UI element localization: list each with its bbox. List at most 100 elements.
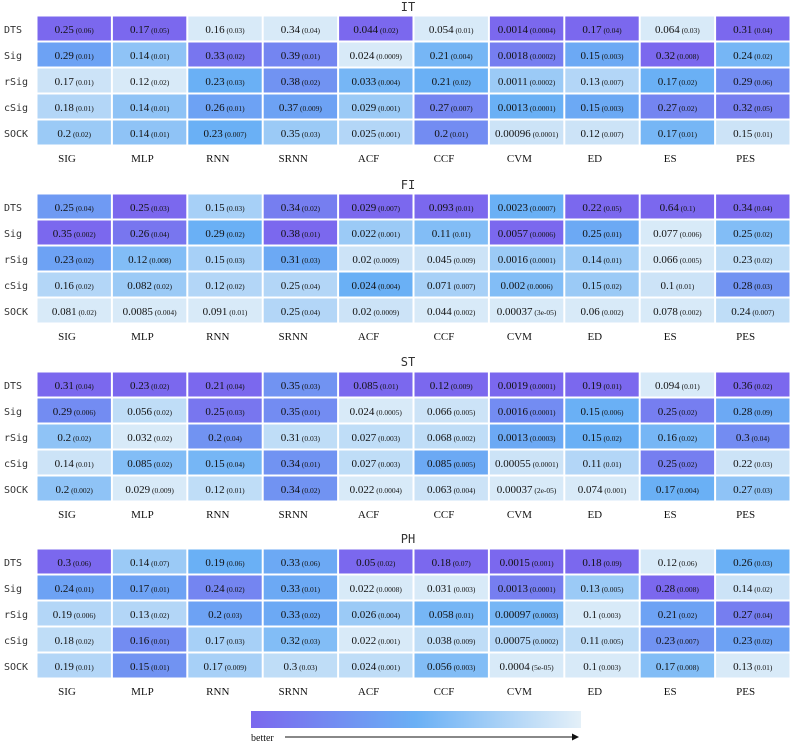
cell-value: 0.31 <box>281 254 300 266</box>
cell-label: 0.0016 (0.0001) <box>498 406 556 418</box>
cell-label: 0.2 (0.02) <box>57 432 91 444</box>
cell-error: (0.002) <box>452 434 476 443</box>
cell-label: 0.32 (0.008) <box>656 50 699 62</box>
cell-error: (0.008) <box>675 585 699 594</box>
cell-value: 0.0013 <box>498 583 529 595</box>
heatmap-cell <box>111 219 188 246</box>
heatmap-cell <box>111 67 188 94</box>
heatmap-cell <box>413 41 489 68</box>
cell-label: 0.33 (0.02) <box>205 50 245 62</box>
cell-label: 0.15 (0.003) <box>581 102 624 114</box>
cell-error: (0.01) <box>74 52 94 61</box>
heatmap-cell <box>338 15 414 42</box>
cell-value: 0.085 <box>127 458 152 470</box>
cell-value: 0.022 <box>350 484 375 496</box>
cell-error: (0.03) <box>225 26 245 35</box>
cell-error: (0.01) <box>454 204 474 213</box>
cell-label: 0.15 (0.04) <box>205 458 245 470</box>
heatmap-cell <box>187 423 263 450</box>
cell-label: 0.054 (0.01) <box>429 24 474 36</box>
cell-value: 0.0015 <box>500 557 531 569</box>
cell-label: 0.11 (0.01) <box>583 458 622 470</box>
cell-error: (0.02) <box>677 104 697 113</box>
column-label: MLP <box>131 331 154 343</box>
column-label: CVM <box>507 509 532 521</box>
cell-label: 0.28 (0.008) <box>656 583 699 595</box>
column-label: SRNN <box>279 509 308 521</box>
heatmap-cell <box>338 119 414 146</box>
heatmap-cell <box>187 67 263 94</box>
cell-error: (0.02) <box>752 637 772 646</box>
heatmap-cell <box>338 219 414 246</box>
heatmap-cell <box>262 219 339 246</box>
cell-error: (0.01) <box>227 308 247 317</box>
cell-error: (0.01) <box>674 282 694 291</box>
cell-error: (0.008) <box>147 256 171 265</box>
cell-value: 0.091 <box>203 306 228 318</box>
heatmap-cell <box>111 652 188 679</box>
cell-error: (0.02) <box>602 434 622 443</box>
column-label: CVM <box>507 331 532 343</box>
heatmap-cell <box>413 600 489 627</box>
heatmap-cell <box>564 219 640 246</box>
column-label: ACF <box>358 331 379 343</box>
cell-error: (0.06) <box>71 559 91 568</box>
heatmap-cell <box>262 626 339 653</box>
heatmap-cell <box>187 41 263 68</box>
cell-value: 0.27 <box>430 102 450 114</box>
cell-error: (0.005) <box>452 408 476 417</box>
heatmap-cell <box>639 600 716 627</box>
cell-label: 0.23 (0.02) <box>55 254 95 266</box>
column-label: MLP <box>131 509 154 521</box>
heatmap-cell <box>413 423 489 450</box>
heatmap-cell <box>36 193 112 220</box>
cell-label: 0.21 (0.02) <box>432 76 472 88</box>
column-label: CCF <box>434 331 455 343</box>
cell-label: 0.31 (0.04) <box>733 24 773 36</box>
cell-value: 0.25 <box>658 406 678 418</box>
cell-value: 0.02 <box>352 306 371 318</box>
cell-label: 0.17 (0.01) <box>130 583 170 595</box>
cell-label: 0.056 (0.02) <box>127 406 172 418</box>
cell-label: 0.02 (0.0009) <box>352 306 399 318</box>
cell-value: 0.00055 <box>495 458 531 470</box>
heatmap-cell <box>36 449 112 476</box>
cell-label: 0.077 (0.006) <box>653 228 702 240</box>
heatmap-cell <box>413 93 489 120</box>
cell-error: (0.0002) <box>528 78 556 87</box>
cell-label: 0.064 (0.03) <box>655 24 700 36</box>
heatmap-cell <box>639 41 716 68</box>
heatmap-cell <box>338 548 414 575</box>
cell-error: (0.01) <box>601 460 621 469</box>
cell-error: (0.01) <box>149 637 169 646</box>
cell-error: (0.04) <box>752 204 772 213</box>
cell-value: 0.05 <box>356 557 376 569</box>
heatmap-cell <box>111 449 188 476</box>
cell-error: (0.0001) <box>528 104 556 113</box>
cell-error: (0.01) <box>74 460 94 469</box>
column-label: ED <box>587 153 602 165</box>
cell-value: 0.14 <box>130 102 150 114</box>
cell-error: (0.07) <box>149 559 169 568</box>
cell-label: 0.27 (0.02) <box>658 102 698 114</box>
cell-label: 0.34 (0.04) <box>733 202 773 214</box>
heatmap-cell <box>262 574 339 601</box>
cell-error: (0.0006) <box>528 230 556 239</box>
cell-label: 0.044 (0.02) <box>353 24 398 36</box>
cell-label: 0.15 (0.006) <box>581 406 624 418</box>
cell-error: (0.007) <box>223 130 247 139</box>
column-label: RNN <box>206 331 229 343</box>
heatmap-cell <box>338 475 414 502</box>
cell-error: (0.04) <box>300 26 320 35</box>
cell-error: (0.0001) <box>528 585 556 594</box>
cell-label: 0.29 (0.01) <box>55 50 95 62</box>
cell-value: 0.23 <box>733 254 753 266</box>
cell-label: 0.027 (0.003) <box>352 432 401 444</box>
cell-value: 0.044 <box>427 306 452 318</box>
cell-error: (0.03) <box>225 204 245 213</box>
cell-label: 0.23 (0.02) <box>733 635 773 647</box>
cell-error: (0.06) <box>300 559 320 568</box>
cell-error: (2e-05) <box>532 486 556 495</box>
cell-label: 0.00096 (0.0001) <box>495 128 559 140</box>
cell-error: (0.03) <box>300 434 320 443</box>
